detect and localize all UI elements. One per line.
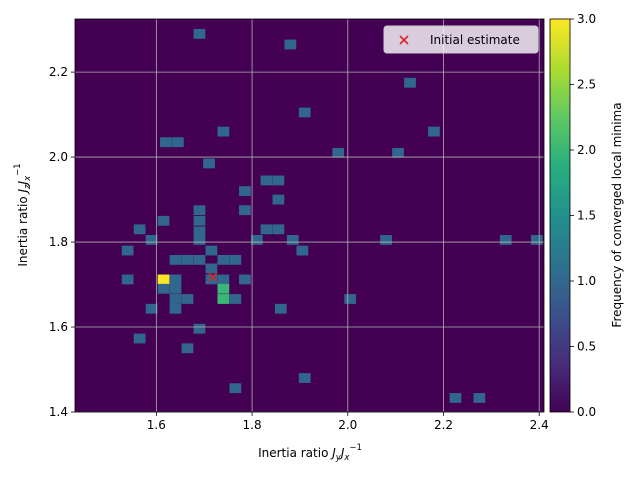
heatmap-cell (145, 235, 158, 245)
initial-estimate-marker (208, 272, 218, 282)
heatmap-cell (157, 283, 170, 294)
colorbar-tick-label: 0.0 (577, 405, 596, 419)
heatmap-cell (121, 245, 134, 256)
heatmap-cell (392, 147, 404, 158)
heatmap-cell (217, 254, 230, 265)
heatmap-cell (229, 383, 242, 394)
x-tick-label: 2.2 (434, 418, 453, 432)
y-tick-label: 2.0 (49, 150, 68, 164)
y-tick-label: 1.4 (49, 405, 68, 419)
heatmap-cell (169, 274, 182, 285)
plot-frame (74, 18, 545, 413)
heatmap-cell (239, 186, 251, 196)
heatmap-cell (193, 254, 206, 265)
heatmap-cell (160, 137, 172, 148)
heatmap-cell (473, 393, 486, 403)
legend-marker-x-icon (399, 35, 409, 45)
marker-stroke (208, 272, 218, 282)
x-tick-label: 1.8 (243, 418, 262, 432)
x-tick-label: 1.6 (147, 418, 166, 432)
heatmap-cell (286, 235, 299, 245)
colorbar-tick-label: 3.0 (577, 12, 596, 26)
heatmap-cell (205, 245, 218, 256)
y-tick-label: 1.6 (49, 320, 68, 334)
heatmap-cell (229, 254, 242, 265)
heatmap-cell (449, 393, 462, 403)
legend-label: Initial estimate (430, 33, 520, 47)
colorbar-tick-label: 2.0 (577, 143, 596, 157)
heatmap-cell (217, 294, 230, 304)
heatmap-cell (380, 235, 392, 245)
heatmap-cell (169, 294, 182, 304)
heatmap-cell (428, 126, 440, 137)
heatmap-cell (203, 158, 215, 169)
legend: Initial estimate (383, 25, 539, 54)
heatmap-cell (181, 294, 194, 304)
colorbar-tick-label: 1.0 (577, 274, 596, 288)
heatmap-cell (272, 194, 285, 205)
heatmap-cell (205, 263, 218, 274)
y-tick-label: 2.2 (49, 65, 68, 79)
heatmap-cell (250, 235, 263, 245)
heatmap-cell (145, 303, 158, 314)
x-axis-label: Inertia ratio JyJx−1 (258, 443, 362, 463)
y-tick-label: 1.8 (49, 235, 68, 249)
heatmap-cells (121, 28, 543, 403)
heatmap-cell (193, 28, 206, 39)
heatmap-cell (181, 254, 194, 265)
heatmap-cell (272, 224, 285, 235)
heatmap-cell (229, 294, 242, 304)
heatmap-cell (157, 215, 170, 226)
heatmap-cell (172, 137, 184, 148)
colorbar-gradient (549, 18, 571, 413)
heatmap-cell (133, 333, 146, 344)
heatmap-cell (217, 126, 230, 137)
heatmap-cell (260, 224, 273, 235)
heatmap-cell (404, 77, 416, 88)
heatmap-cell (499, 235, 512, 245)
heatmap-cell (344, 294, 357, 304)
heatmap-cell (169, 254, 182, 265)
heatmap-cell (272, 175, 285, 186)
heatmap-cell (133, 224, 146, 235)
plot-area: 1.6 1.8 2.0 2.2 2.4 1.4 1.6 1.8 2.0 2.2 (49, 18, 549, 432)
heatmap-cell (239, 205, 251, 216)
heatmap-cell (239, 274, 251, 285)
heatmap-cell (298, 107, 311, 118)
initial-estimate-markers (208, 272, 218, 282)
heatmap-cell (260, 175, 273, 186)
heatmap-cell (193, 323, 206, 334)
colorbar-tick-label: 0.5 (577, 340, 596, 354)
heatmap-cell (274, 303, 287, 314)
heatmap-cell (193, 215, 206, 226)
legend-box (383, 25, 539, 54)
heatmap-cell (169, 283, 182, 294)
heatmap-cell (169, 303, 182, 314)
colorbar-tick-label: 2.5 (577, 78, 596, 92)
colorbar-ticks: 0.0 0.5 1.0 1.5 2.0 2.5 3.0 (570, 12, 596, 419)
colorbar-tick-label: 1.5 (577, 209, 596, 223)
y-axis-label: Inertia ratio JzJx−1 (13, 163, 33, 266)
colorbar: 0.0 0.5 1.0 1.5 2.0 2.5 3.0 Frequency of conve… (549, 12, 624, 419)
plot-background (75, 19, 544, 412)
x-axis-ticks: 1.6 1.8 2.0 2.2 2.4 (147, 412, 549, 432)
heatmap-cell (217, 283, 230, 294)
heatmap-cell (193, 235, 206, 245)
heatmap-cell (284, 39, 297, 50)
heatmap-cell (332, 147, 345, 158)
heatmap-cell (530, 235, 543, 245)
x-tick-label: 2.4 (530, 418, 549, 432)
heatmap-cell (193, 205, 206, 216)
heatmap-cell (193, 226, 206, 237)
colorbar-label: Frequency of converged local minima (610, 102, 624, 327)
heatmap-cell (298, 373, 311, 383)
heatmap-cell (157, 274, 170, 285)
heatmap-cell (121, 274, 134, 285)
x-tick-label: 2.0 (338, 418, 357, 432)
heatmap-cell (296, 245, 309, 256)
heatmap-cell (181, 343, 194, 354)
heatmap-cell (217, 274, 230, 285)
y-axis-ticks: 1.4 1.6 1.8 2.0 2.2 (49, 65, 75, 419)
